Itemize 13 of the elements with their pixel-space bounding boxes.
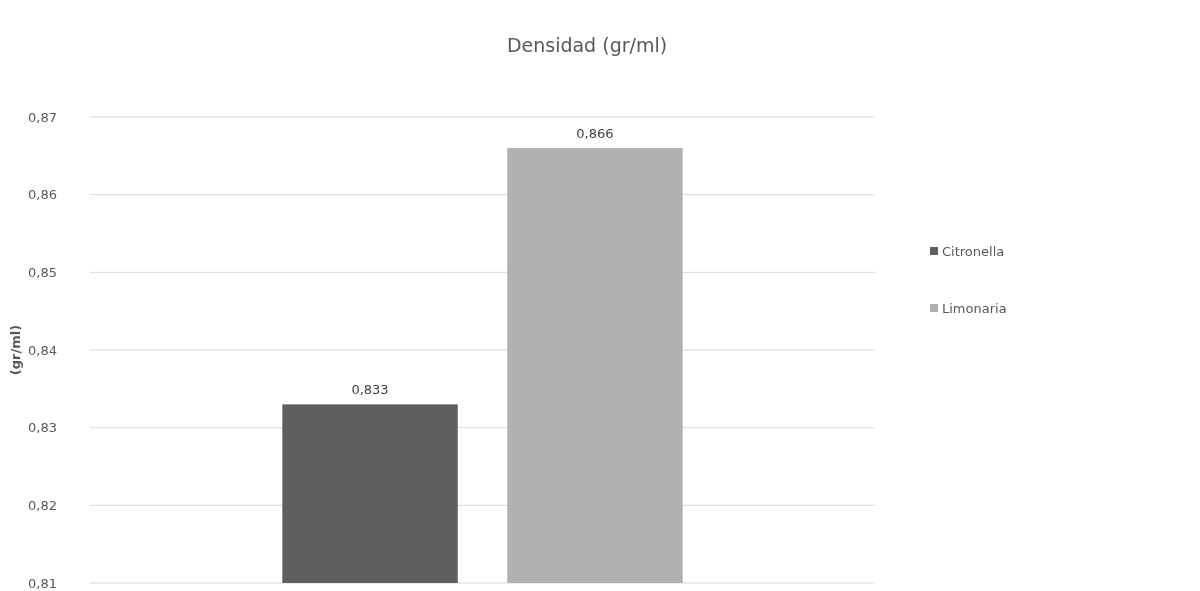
legend-label: Limonaria [942, 300, 1007, 316]
legend-label: Citronella [942, 243, 1005, 259]
y-tick-label: 0,84 [28, 342, 57, 358]
y-tick-label: 0,81 [28, 575, 57, 591]
y-tick-label: 0,85 [28, 264, 57, 280]
y-tick-label: 0,82 [28, 497, 57, 513]
data-label: 0,833 [351, 382, 389, 398]
y-axis-title: (gr/ml) [8, 324, 23, 376]
y-tick-label: 0,86 [28, 187, 57, 203]
y-tick-label: 0,83 [28, 420, 57, 436]
data-label: 0,866 [576, 126, 614, 142]
chart-title: Densidad (gr/ml) [506, 34, 668, 56]
y-tick-label: 0,87 [28, 109, 57, 125]
